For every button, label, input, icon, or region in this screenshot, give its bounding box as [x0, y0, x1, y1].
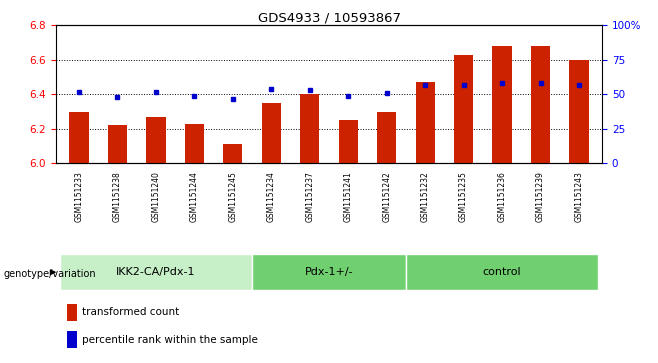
- Text: GSM1151239: GSM1151239: [536, 171, 545, 222]
- Bar: [108, 126, 127, 163]
- Text: transformed count: transformed count: [82, 307, 180, 317]
- Text: IKK2-CA/Pdx-1: IKK2-CA/Pdx-1: [116, 267, 195, 277]
- Bar: [531, 46, 550, 163]
- Bar: [146, 117, 166, 163]
- Bar: [67, 304, 77, 321]
- Text: GSM1151233: GSM1151233: [74, 171, 84, 222]
- Bar: [300, 94, 319, 163]
- Bar: [377, 112, 396, 163]
- Title: GDS4933 / 10593867: GDS4933 / 10593867: [257, 11, 401, 24]
- Text: percentile rank within the sample: percentile rank within the sample: [82, 335, 258, 344]
- Bar: [223, 144, 242, 163]
- Bar: [185, 124, 204, 163]
- Text: GSM1151241: GSM1151241: [343, 171, 353, 222]
- Text: Pdx-1+/-: Pdx-1+/-: [305, 267, 353, 277]
- Bar: [60, 254, 252, 290]
- Bar: [406, 254, 598, 290]
- Text: control: control: [483, 267, 521, 277]
- Bar: [67, 331, 77, 348]
- Text: GSM1151234: GSM1151234: [266, 171, 276, 222]
- Bar: [262, 103, 281, 163]
- Text: GSM1151245: GSM1151245: [228, 171, 238, 222]
- Bar: [416, 82, 435, 163]
- Text: GSM1151235: GSM1151235: [459, 171, 468, 222]
- Text: GSM1151232: GSM1151232: [420, 171, 430, 222]
- Text: GSM1151238: GSM1151238: [113, 171, 122, 222]
- Bar: [252, 254, 406, 290]
- Bar: [339, 120, 358, 163]
- Text: GSM1151236: GSM1151236: [497, 171, 507, 222]
- Bar: [69, 112, 89, 163]
- Bar: [492, 46, 512, 163]
- Text: GSM1151244: GSM1151244: [190, 171, 199, 222]
- Text: GSM1151242: GSM1151242: [382, 171, 392, 222]
- Text: GSM1151243: GSM1151243: [574, 171, 584, 222]
- Text: GSM1151240: GSM1151240: [151, 171, 161, 222]
- Text: genotype/variation: genotype/variation: [3, 269, 96, 279]
- Text: GSM1151237: GSM1151237: [305, 171, 315, 222]
- Bar: [569, 60, 589, 163]
- Bar: [454, 55, 473, 163]
